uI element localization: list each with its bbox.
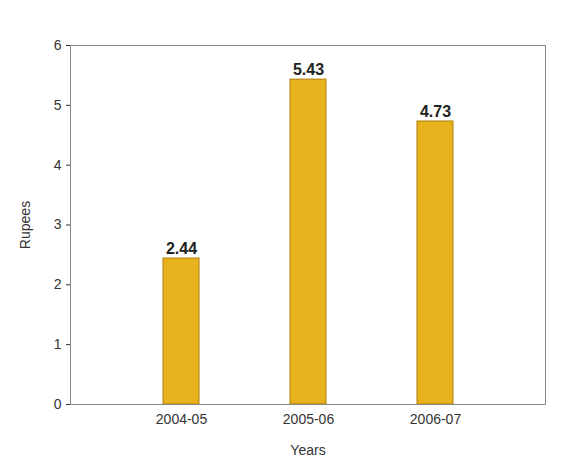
svg-text:Years: Years <box>290 442 325 458</box>
svg-text:5.43: 5.43 <box>293 61 324 78</box>
svg-text:2.44: 2.44 <box>166 240 197 257</box>
svg-text:2004-05: 2004-05 <box>156 411 208 427</box>
svg-text:Rupees: Rupees <box>17 201 33 249</box>
svg-text:2: 2 <box>54 276 62 292</box>
svg-text:4.73: 4.73 <box>420 103 451 120</box>
svg-text:2005-06: 2005-06 <box>283 411 335 427</box>
svg-text:3: 3 <box>54 216 62 232</box>
svg-text:0: 0 <box>54 396 62 412</box>
svg-text:4: 4 <box>54 157 62 173</box>
svg-text:1: 1 <box>54 336 62 352</box>
svg-text:5: 5 <box>54 97 62 113</box>
svg-text:2006-07: 2006-07 <box>410 411 462 427</box>
svg-text:6: 6 <box>54 37 62 53</box>
